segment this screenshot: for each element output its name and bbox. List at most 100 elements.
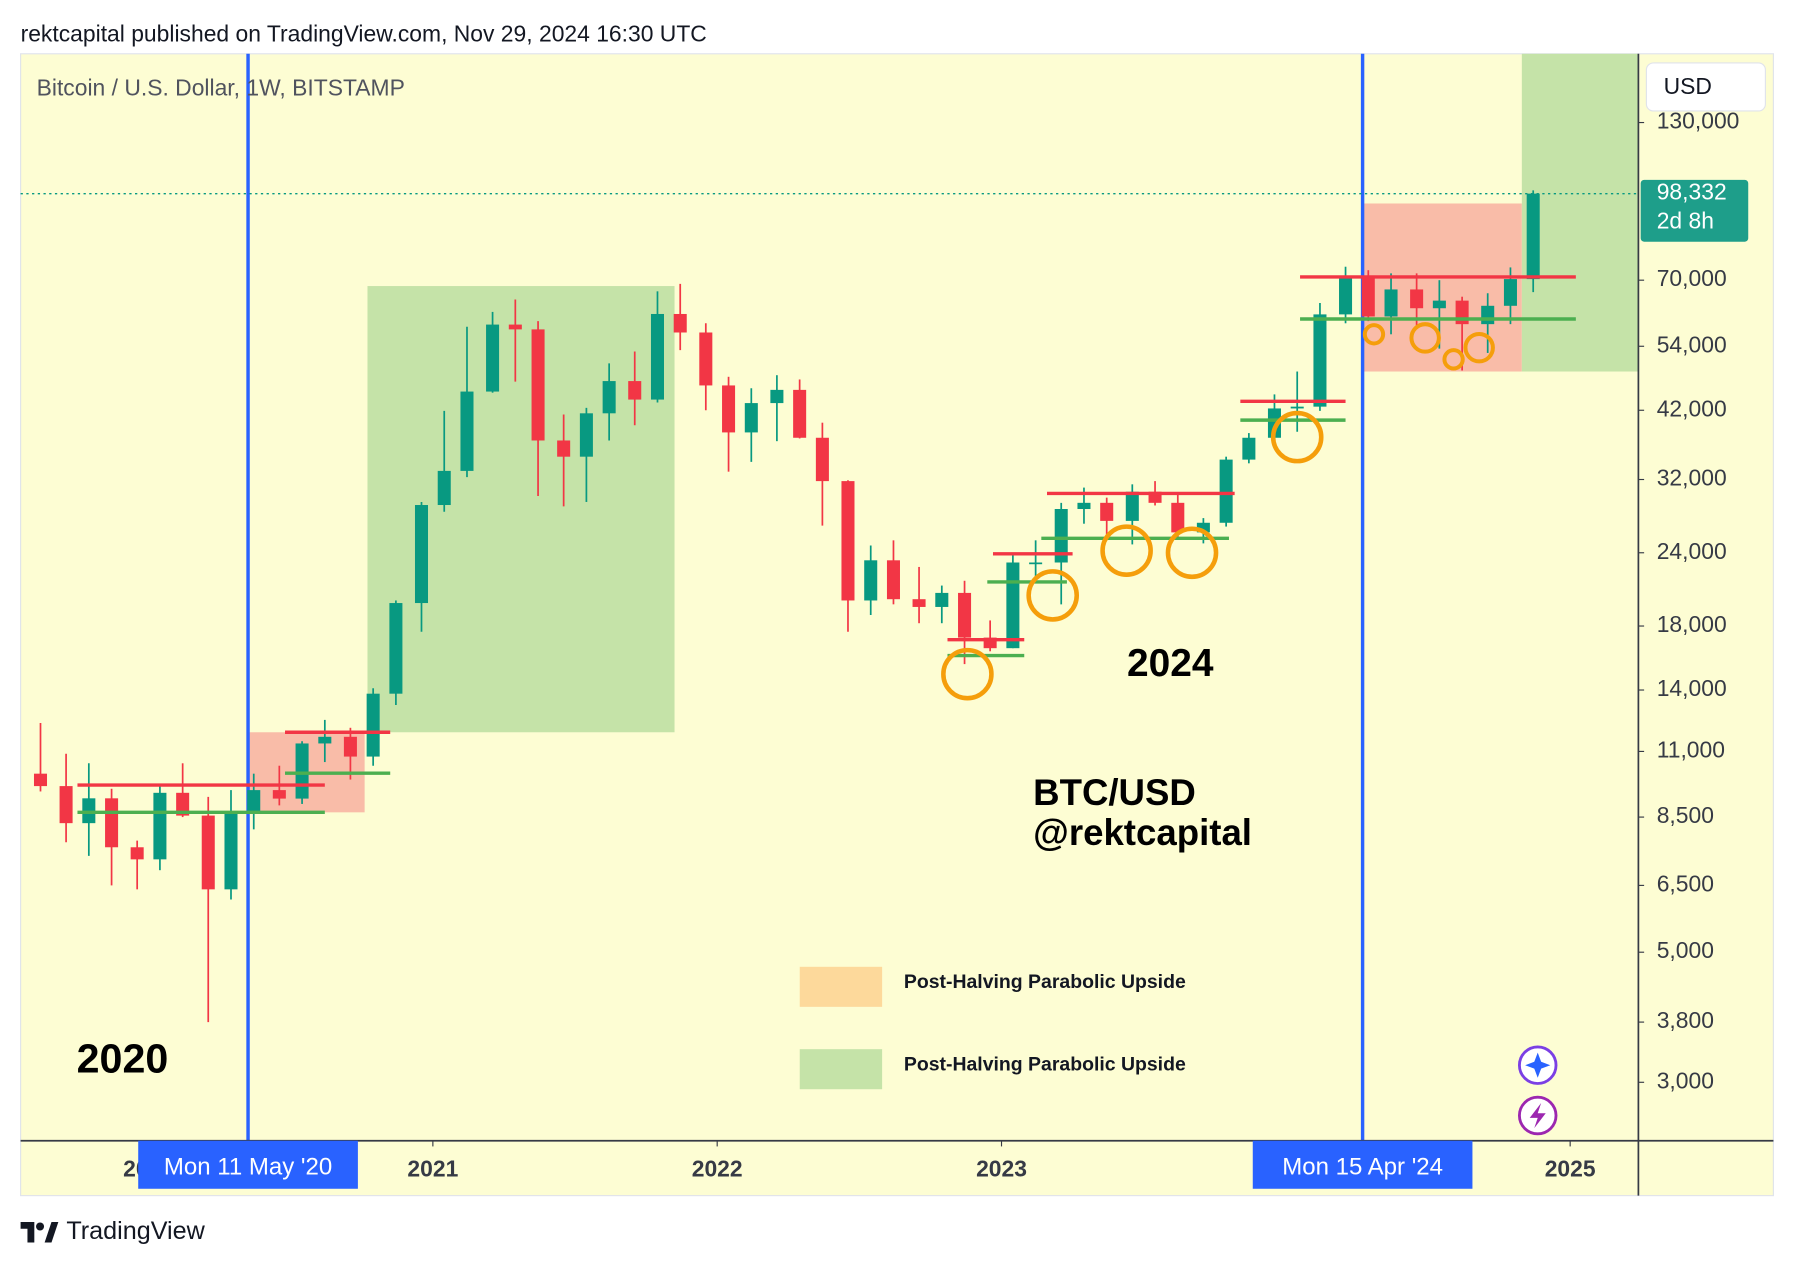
candle-body xyxy=(295,743,309,799)
y-tick-label: 32,000 xyxy=(1657,465,1727,491)
annotation: 2024 xyxy=(1127,642,1214,685)
candle-body xyxy=(1526,193,1540,280)
y-tick-label: 3,800 xyxy=(1657,1007,1714,1033)
annotation: BTC/USD xyxy=(1033,772,1196,813)
plot-layer xyxy=(20,53,1639,1141)
y-tick-label: 54,000 xyxy=(1657,331,1727,357)
candle-body xyxy=(699,332,713,386)
candle-body xyxy=(770,389,784,404)
candle-body xyxy=(1267,408,1281,438)
flash-icon[interactable] xyxy=(1517,1095,1558,1136)
marker-circle xyxy=(1270,410,1324,464)
candle-body xyxy=(176,792,190,816)
overlay-layer: 2020 2024 BTC/USD@rektcapital Post-Halving … xyxy=(77,62,1766,1189)
y-tick-label: 130,000 xyxy=(1657,108,1740,134)
y-tick-label: 5,000 xyxy=(1657,937,1714,963)
candle-body xyxy=(912,599,926,607)
candle-body xyxy=(650,313,664,400)
candle-body xyxy=(864,560,878,601)
currency-button[interactable] xyxy=(1645,62,1766,112)
halving-label-box xyxy=(138,1140,358,1189)
candle-body xyxy=(130,847,144,860)
x-tick-label: 2021 xyxy=(407,1156,458,1182)
annotation: @rektcapital xyxy=(1033,812,1252,853)
halving-label: Mon 11 May '20 xyxy=(164,1154,332,1181)
zone xyxy=(367,286,675,733)
candle-body xyxy=(1077,502,1091,510)
candle-body xyxy=(579,413,593,457)
candle-body xyxy=(1219,459,1233,523)
x-tick-label: 2025 xyxy=(1545,1156,1596,1182)
candle-body xyxy=(1313,314,1327,407)
candle-body xyxy=(318,736,332,744)
candle-body xyxy=(201,815,215,890)
y-tick-label: 42,000 xyxy=(1657,395,1727,421)
currency-label: USD xyxy=(1664,73,1712,99)
y-tick-label: 6,500 xyxy=(1657,870,1714,896)
candle-body xyxy=(59,786,73,824)
candle-body xyxy=(722,385,736,433)
candle-body xyxy=(1148,491,1162,503)
marker-circle xyxy=(1165,526,1219,580)
candle-body xyxy=(531,329,545,441)
candle-body xyxy=(389,603,403,694)
candle-body xyxy=(1481,305,1495,325)
candle-body xyxy=(886,560,900,600)
candle-body xyxy=(1006,562,1020,649)
y-tick-label: 24,000 xyxy=(1657,538,1727,564)
halving-label: Mon 15 Apr '24 xyxy=(1282,1154,1443,1181)
candle-body xyxy=(815,437,829,482)
marker-circle xyxy=(1442,348,1465,371)
legend-label: Post-Halving Parabolic Upside xyxy=(904,971,1186,993)
candle-body xyxy=(1384,289,1398,317)
marker-circle xyxy=(941,647,994,701)
candle-body xyxy=(153,792,167,860)
candle-body xyxy=(1410,289,1424,309)
candle-body xyxy=(1432,300,1446,309)
candle-body xyxy=(105,798,119,848)
legend-swatch xyxy=(799,1049,883,1090)
candle-body xyxy=(1290,406,1304,409)
y-tick-label: 18,000 xyxy=(1657,611,1727,637)
marker-circle xyxy=(1463,331,1495,364)
candle-body xyxy=(602,381,616,414)
marker-circle xyxy=(1100,524,1153,577)
assistant-icon[interactable] xyxy=(1517,1045,1558,1085)
candle-body xyxy=(983,637,997,649)
candle-body xyxy=(343,736,357,757)
marker-circle xyxy=(1409,322,1441,354)
candle-body xyxy=(841,481,855,601)
candle-body xyxy=(1196,522,1210,533)
candle-body xyxy=(272,790,286,799)
candle-body xyxy=(1361,275,1375,317)
candle-body xyxy=(1339,275,1353,315)
candle-body xyxy=(1054,509,1068,563)
annotation: 2020 xyxy=(77,1036,169,1082)
legend-label: Post-Halving Parabolic Upside xyxy=(904,1053,1186,1075)
candle-body xyxy=(793,389,807,438)
x-tick-label: 2023 xyxy=(976,1156,1027,1182)
marker-circle xyxy=(1026,569,1080,622)
zone xyxy=(1362,203,1522,372)
candle-body xyxy=(437,470,451,506)
y-tick-label: 8,500 xyxy=(1657,802,1714,828)
candle-body xyxy=(1125,491,1139,521)
candle-body xyxy=(508,324,522,330)
candle-body xyxy=(486,324,500,392)
countdown-label: 2d 8h xyxy=(1657,207,1714,233)
candle-body xyxy=(557,440,571,457)
y-tick-label: 3,000 xyxy=(1657,1067,1714,1093)
x-tick-label: 2022 xyxy=(692,1156,743,1182)
candle-body xyxy=(33,773,48,787)
marker-circle xyxy=(1362,323,1386,346)
y-tick-label: 70,000 xyxy=(1657,265,1727,291)
candle-body xyxy=(1503,279,1517,306)
candle-body xyxy=(1242,437,1256,460)
header: rektcapital published on TradingView.com… xyxy=(21,21,707,47)
last-price-box xyxy=(1640,179,1749,242)
halving-label-box xyxy=(1252,1140,1473,1189)
candle-body xyxy=(247,790,261,814)
candle-body xyxy=(958,592,972,638)
